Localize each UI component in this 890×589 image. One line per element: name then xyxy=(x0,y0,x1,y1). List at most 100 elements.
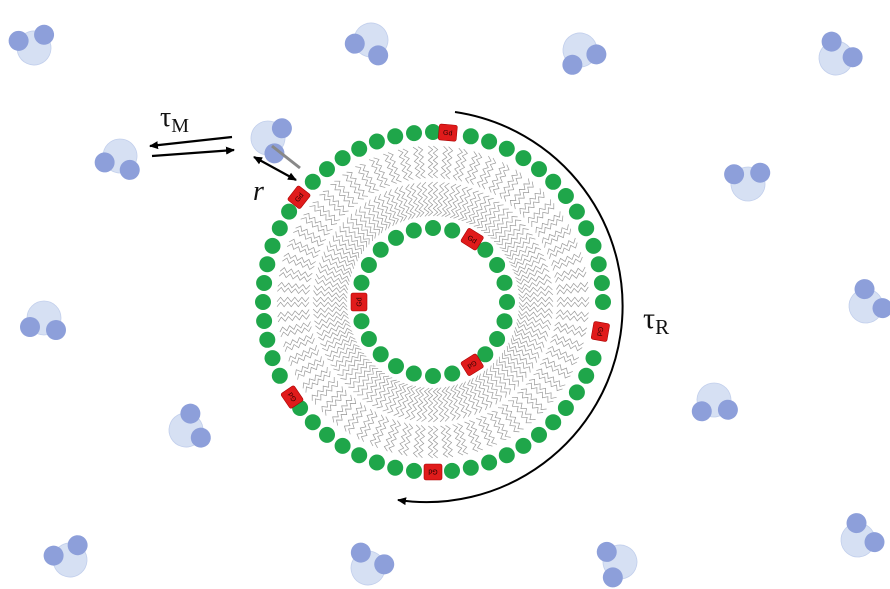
lipid-head-icon xyxy=(585,237,602,254)
lipid-tail xyxy=(329,241,358,262)
lipid-head-icon xyxy=(334,437,351,454)
lipid-tail xyxy=(496,359,519,387)
lipid-tail xyxy=(417,146,426,179)
gd-complex-icon: Gd xyxy=(460,228,484,251)
lipid-tail xyxy=(436,182,445,217)
lipid-tail xyxy=(387,382,405,414)
lipid-tail xyxy=(357,371,383,396)
lipid-tail xyxy=(277,309,310,318)
lipid-tail xyxy=(359,206,381,236)
lipid-tail xyxy=(319,262,352,277)
lipid-head-icon xyxy=(425,124,441,140)
lipid-tail xyxy=(510,338,540,359)
lipid-head-icon xyxy=(531,161,547,178)
lipid-tail xyxy=(516,274,551,285)
lipid-tail xyxy=(556,301,590,308)
lipid-head-icon xyxy=(368,454,385,471)
lipid-tail xyxy=(405,184,416,219)
hydrogen-atom xyxy=(374,554,395,575)
lipid-tail xyxy=(499,169,518,199)
tau-r-symbol: τ xyxy=(643,302,655,335)
hydrogen-atom xyxy=(854,279,875,300)
lipid-tail xyxy=(492,362,516,391)
lipid-tail xyxy=(283,333,314,348)
lipid-tail xyxy=(501,233,533,253)
lipid-tail xyxy=(518,310,553,319)
lipid-tail xyxy=(288,345,317,362)
lipid-tail xyxy=(344,361,373,385)
lipid-tail xyxy=(547,345,580,361)
lipid-tail xyxy=(436,387,445,423)
water-molecule-icon xyxy=(596,541,638,588)
water-molecule-icon xyxy=(43,535,88,578)
tau-m-symbol: τ xyxy=(160,102,171,133)
lipid-tail xyxy=(398,422,409,456)
gd-box xyxy=(350,292,368,312)
lipid-tail xyxy=(502,352,527,378)
lipid-tail xyxy=(294,356,322,376)
lipid-tail xyxy=(528,199,552,224)
lipid-tail xyxy=(309,205,338,226)
lipid-tail xyxy=(383,419,397,452)
lipid-head-icon xyxy=(281,203,298,220)
lipid-head-icon xyxy=(368,133,385,150)
lipid-head-icon xyxy=(372,241,389,258)
water-molecule-icon xyxy=(350,542,395,586)
gd-label: Gd xyxy=(428,468,437,475)
water-molecule-icon xyxy=(20,300,66,340)
lipid-head-icon xyxy=(259,331,276,348)
lipid-tail xyxy=(461,190,479,222)
lipid-tail xyxy=(476,201,500,229)
lipid-tail xyxy=(547,237,576,255)
lipid-tail xyxy=(498,356,524,382)
hydrogen-atom xyxy=(180,403,201,424)
lipid-tail xyxy=(533,372,563,392)
hydrogen-atom xyxy=(846,513,867,534)
lipid-tail xyxy=(470,377,488,411)
water-molecule-icon xyxy=(8,24,55,66)
hydrogen-atom xyxy=(94,152,115,173)
lipid-tail xyxy=(497,407,520,433)
lipid-tail xyxy=(427,387,434,423)
lipid-head-icon xyxy=(372,346,389,363)
lipid-tail xyxy=(314,380,338,405)
lipid-head-icon xyxy=(353,274,370,291)
lipid-tail xyxy=(514,327,547,342)
lipid-tail xyxy=(321,256,353,274)
lipid-tail xyxy=(458,188,473,221)
hydrogen-atom xyxy=(602,567,623,588)
lipid-head-icon xyxy=(515,150,532,167)
lipid-tail xyxy=(286,243,319,259)
lipid-tail xyxy=(502,404,524,430)
gd-complex-icon: Gd xyxy=(280,385,304,409)
lipid-head-icon xyxy=(388,229,404,246)
lipid-tail xyxy=(277,314,310,323)
lipid-tail xyxy=(504,237,536,257)
hydrogen-atom xyxy=(119,159,140,180)
lipid-tails xyxy=(276,145,590,459)
lipid-tail xyxy=(394,187,408,222)
lipid-tail xyxy=(313,310,349,319)
lipid-tail xyxy=(355,209,377,239)
lipid-tail xyxy=(478,373,498,405)
gd-complex-icon: Gd xyxy=(350,292,368,312)
tau-r-subscript: R xyxy=(655,315,669,339)
lipid-tail xyxy=(464,421,479,452)
lipid-head-icon xyxy=(557,400,574,416)
lipid-tail xyxy=(499,228,529,250)
lipid-tail xyxy=(295,225,327,243)
lipid-tail xyxy=(376,379,397,409)
lipid-tail xyxy=(458,382,472,417)
lipid-tail xyxy=(417,425,426,458)
lipid-head-icon xyxy=(271,220,288,237)
hydrogen-atom xyxy=(562,54,583,75)
water-molecule-icon xyxy=(818,31,863,76)
hydrogen-atom xyxy=(46,320,66,340)
gd-label: Gd xyxy=(443,130,453,138)
lipid-tail xyxy=(373,196,391,229)
lipid-head-icon xyxy=(462,459,479,476)
lipid-tail xyxy=(321,386,343,413)
lipid-tail xyxy=(555,314,589,323)
gd-complex-icon: Gd xyxy=(423,463,443,481)
lipid-tail xyxy=(452,424,464,456)
